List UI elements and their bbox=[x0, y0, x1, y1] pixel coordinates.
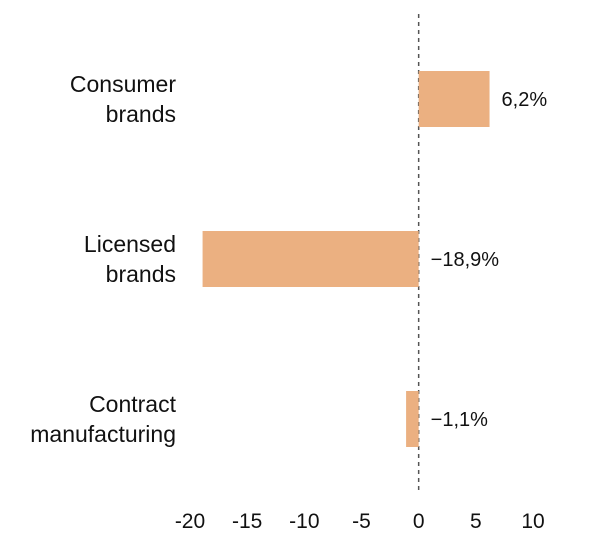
bar bbox=[418, 71, 490, 127]
x-tick-label: -15 bbox=[232, 510, 262, 533]
value-label: 6,2% bbox=[502, 89, 548, 111]
bar bbox=[202, 231, 419, 287]
bar bbox=[406, 391, 419, 447]
value-label: −18,9% bbox=[431, 249, 500, 271]
x-tick-label: 10 bbox=[521, 510, 544, 533]
bar-group bbox=[202, 71, 490, 447]
x-tick-label: 0 bbox=[413, 510, 425, 533]
x-tick-label: -10 bbox=[289, 510, 319, 533]
value-labels: 6,2% −18,9% −1,1% bbox=[431, 89, 548, 431]
value-label: −1,1% bbox=[431, 409, 488, 431]
x-tick-label: -5 bbox=[352, 510, 371, 533]
x-tick-label: 5 bbox=[470, 510, 482, 533]
category-labels: Consumer brands Licensed brands Contract manu… bbox=[30, 71, 176, 447]
x-axis-tick-labels: -20 -15 -10 -5 0 5 10 bbox=[175, 510, 545, 533]
category-label: Consumer brands bbox=[70, 71, 176, 127]
category-label: Contract manufacturing bbox=[30, 391, 176, 447]
x-tick-label: -20 bbox=[175, 510, 205, 533]
category-label: Licensed brands bbox=[84, 231, 176, 287]
